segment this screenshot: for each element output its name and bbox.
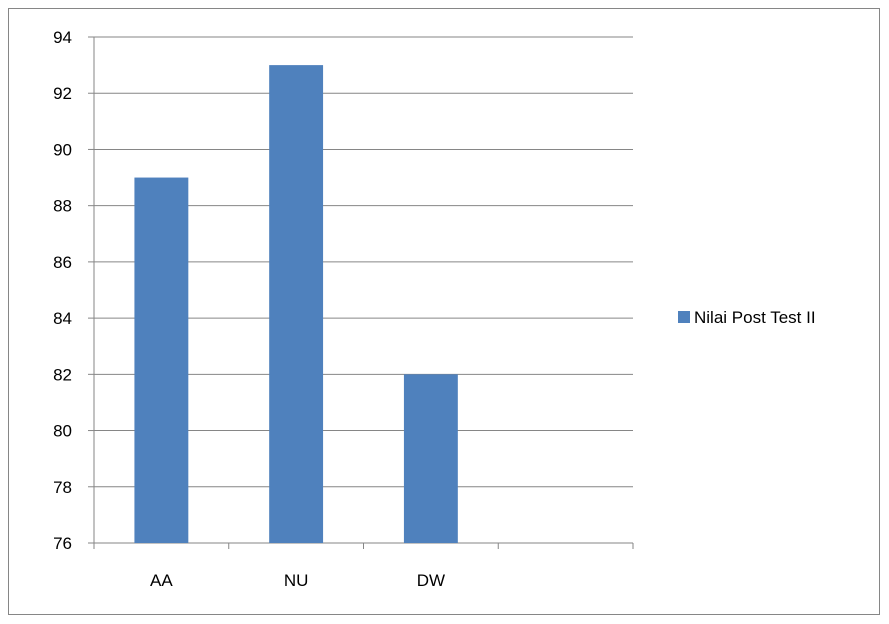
bars — [134, 65, 458, 544]
bar-nu — [269, 65, 324, 543]
y-tick-label-84: 84 — [53, 309, 72, 328]
y-tick-label-80: 80 — [53, 422, 72, 441]
legend-label: Nilai Post Test II — [694, 308, 816, 327]
y-tick-label-76: 76 — [53, 534, 72, 553]
y-tick-label-92: 92 — [53, 84, 72, 103]
bar-aa — [134, 177, 189, 544]
y-tick-label-78: 78 — [53, 478, 72, 497]
y-tick-label-82: 82 — [53, 365, 72, 384]
bar-dw — [403, 374, 458, 543]
legend: Nilai Post Test II — [678, 308, 816, 327]
legend-swatch — [678, 311, 690, 323]
y-tick-label-88: 88 — [53, 197, 72, 216]
y-tick-label-94: 94 — [53, 28, 72, 47]
x-tick-label-nu: NU — [284, 571, 309, 590]
x-tick-label-aa: AA — [150, 571, 173, 590]
x-tick-label-dw: DW — [417, 571, 445, 590]
tick-labels: 76 78 80 82 84 86 88 90 92 94 AA NU DW — [53, 28, 445, 590]
y-tick-label-90: 90 — [53, 140, 72, 159]
y-tick-label-86: 86 — [53, 253, 72, 272]
